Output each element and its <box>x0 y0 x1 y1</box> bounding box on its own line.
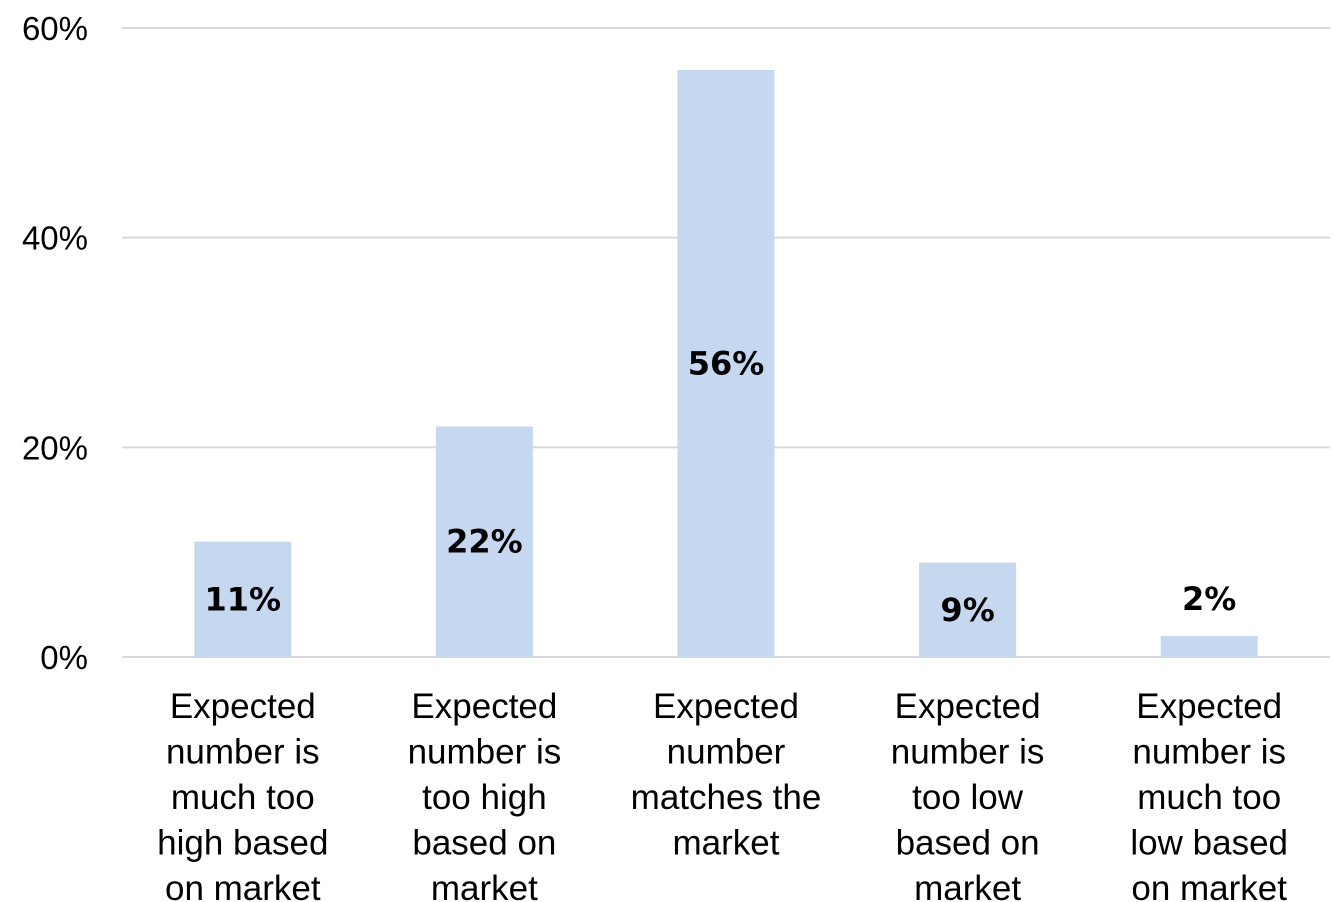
category-label-line: on market <box>1131 869 1287 902</box>
category-label-line: Expected <box>411 687 557 726</box>
data-label: 56% <box>688 344 765 382</box>
y-tick-label: 0% <box>40 639 88 676</box>
category-label-line: number is <box>1132 733 1286 772</box>
category-label-line: based on <box>896 824 1040 863</box>
category-label-line: based on <box>412 824 556 863</box>
y-tick-label: 40% <box>22 220 88 257</box>
category-label-line: Expected <box>170 687 316 726</box>
category-label-line: too high <box>422 778 547 817</box>
category-label: Expected number matches the market <box>631 687 822 863</box>
data-label: 22% <box>446 523 523 561</box>
category-label-line: market <box>914 869 1021 902</box>
category-label-line: Expected <box>895 687 1041 726</box>
bar <box>677 69 775 657</box>
category-label: Expected number is much too low based on mar… <box>1130 687 1288 902</box>
category-label-line: Expected <box>653 687 799 726</box>
category-label-line: number is <box>166 733 320 772</box>
category-label: Expected number is much too high based on ma… <box>157 687 328 902</box>
y-tick-label: 20% <box>22 429 88 466</box>
bar <box>1160 636 1258 657</box>
category-label-line: much too <box>171 778 315 817</box>
bar <box>435 426 533 657</box>
category-label-line: market <box>431 869 538 902</box>
category-label-line: Expected <box>1136 687 1282 726</box>
category-label-line: low based <box>1130 824 1288 863</box>
category-label-line: too low <box>912 778 1024 817</box>
y-tick-label: 60% <box>22 10 88 47</box>
bar <box>919 562 1017 657</box>
data-label: 9% <box>940 591 994 629</box>
category-label-line: market <box>673 824 780 863</box>
category-label-line: matches the <box>631 778 822 817</box>
category-label-line: number is <box>408 733 562 772</box>
data-label: 2% <box>1182 580 1236 618</box>
category-label: Expected number is too high based on market <box>408 687 562 902</box>
category-label: Expected number is too low based on market <box>891 687 1045 902</box>
category-label-line: on market <box>165 869 321 902</box>
category-label-line: high based <box>157 824 328 863</box>
category-label-line: number is <box>891 733 1045 772</box>
category-label-line: much too <box>1137 778 1281 817</box>
category-label-line: number <box>667 733 786 772</box>
data-label: 11% <box>205 580 282 618</box>
bar <box>194 541 292 657</box>
